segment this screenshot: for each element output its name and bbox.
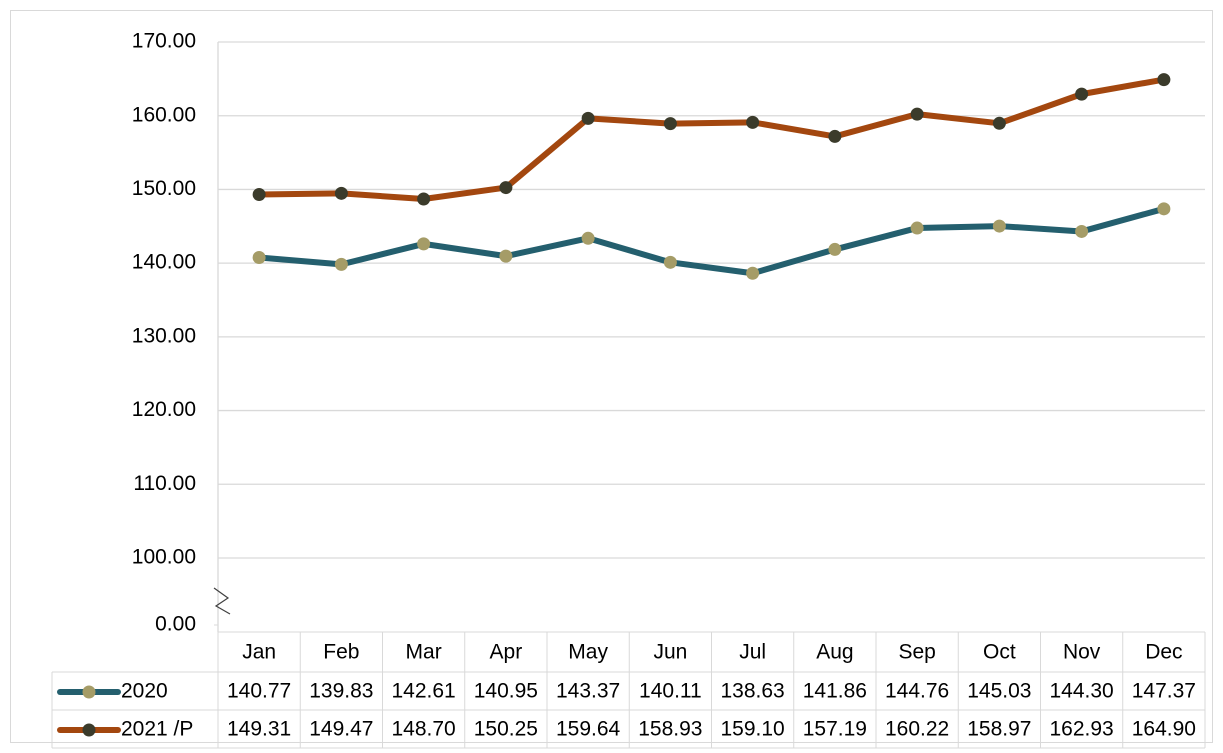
chart-border xyxy=(10,10,1213,743)
marker xyxy=(663,117,677,131)
legend-label: 2021 /P xyxy=(121,718,193,741)
marker xyxy=(252,188,266,202)
marker xyxy=(252,250,266,264)
y-tick-label: 110.00 xyxy=(133,472,196,495)
table-value: 148.70 xyxy=(392,718,456,741)
table-value: 164.90 xyxy=(1132,718,1196,741)
marker xyxy=(581,231,595,245)
table-value: 144.30 xyxy=(1050,680,1114,703)
table-value: 149.31 xyxy=(227,718,291,741)
x-tick-label: Feb xyxy=(323,641,359,664)
marker xyxy=(417,192,431,206)
marker xyxy=(746,266,760,280)
table-value: 147.37 xyxy=(1132,680,1196,703)
series-line xyxy=(259,76,1165,203)
table-value: 159.64 xyxy=(556,718,621,741)
x-tick-label: Jun xyxy=(653,641,687,664)
marker xyxy=(663,255,677,269)
axis-break xyxy=(213,587,231,615)
table-value: 140.11 xyxy=(639,680,702,703)
marker xyxy=(992,116,1006,130)
table-value: 159.10 xyxy=(721,718,785,741)
marker xyxy=(746,115,760,129)
x-tick-label: Oct xyxy=(983,641,1016,664)
table-value: 150.25 xyxy=(474,718,538,741)
marker xyxy=(992,219,1006,233)
table-value: 142.61 xyxy=(392,680,456,703)
marker xyxy=(1157,202,1171,216)
table-value: 140.95 xyxy=(474,680,538,703)
x-tick-label: Jan xyxy=(242,641,276,664)
marker xyxy=(334,257,348,271)
y-tick-label: 100.00 xyxy=(132,546,196,569)
marker xyxy=(417,237,431,251)
x-tick-label: Nov xyxy=(1063,641,1101,664)
marker xyxy=(1157,73,1171,87)
table-value: 140.77 xyxy=(227,680,291,703)
table-value: 145.03 xyxy=(967,680,1031,703)
x-tick-label: Apr xyxy=(490,641,523,664)
table-value: 157.19 xyxy=(803,718,867,741)
legend-label: 2020 xyxy=(121,680,168,703)
marker xyxy=(581,111,595,125)
y-tick-label: 160.00 xyxy=(132,103,196,126)
marker xyxy=(334,186,348,200)
table-value: 139.83 xyxy=(309,680,373,703)
marker xyxy=(828,129,842,143)
x-tick-label: Sep xyxy=(898,641,935,664)
table-value: 138.63 xyxy=(721,680,785,703)
table-value: 144.76 xyxy=(885,680,949,703)
y-tick-label: 150.00 xyxy=(132,177,196,200)
y-tick-label: 120.00 xyxy=(132,398,196,421)
table-value: 149.47 xyxy=(309,718,373,741)
x-tick-label: Aug xyxy=(816,641,853,664)
y-tick-label: 140.00 xyxy=(132,251,196,274)
table-value: 158.93 xyxy=(638,718,702,741)
marker xyxy=(1075,87,1089,101)
marker xyxy=(828,242,842,256)
table-value: 158.97 xyxy=(967,718,1031,741)
marker xyxy=(1075,224,1089,238)
table-value: 160.22 xyxy=(885,718,949,741)
x-tick-label: Dec xyxy=(1145,641,1182,664)
table-value: 143.37 xyxy=(556,680,620,703)
marker xyxy=(499,181,513,195)
y-tick-label: 170.00 xyxy=(132,30,196,53)
marker xyxy=(910,107,924,121)
table-value: 141.86 xyxy=(803,680,867,703)
series-line xyxy=(258,205,1165,277)
x-tick-label: May xyxy=(568,641,608,664)
x-tick-label: Jul xyxy=(739,641,766,664)
marker xyxy=(910,221,924,235)
legend-key-marker xyxy=(82,723,96,737)
table-value: 162.93 xyxy=(1050,718,1114,741)
y-tick-label: 0.00 xyxy=(155,613,196,636)
legend-key-marker xyxy=(82,685,96,699)
x-tick-label: Mar xyxy=(406,641,442,664)
marker xyxy=(499,249,513,263)
y-tick-label: 130.00 xyxy=(132,324,196,347)
